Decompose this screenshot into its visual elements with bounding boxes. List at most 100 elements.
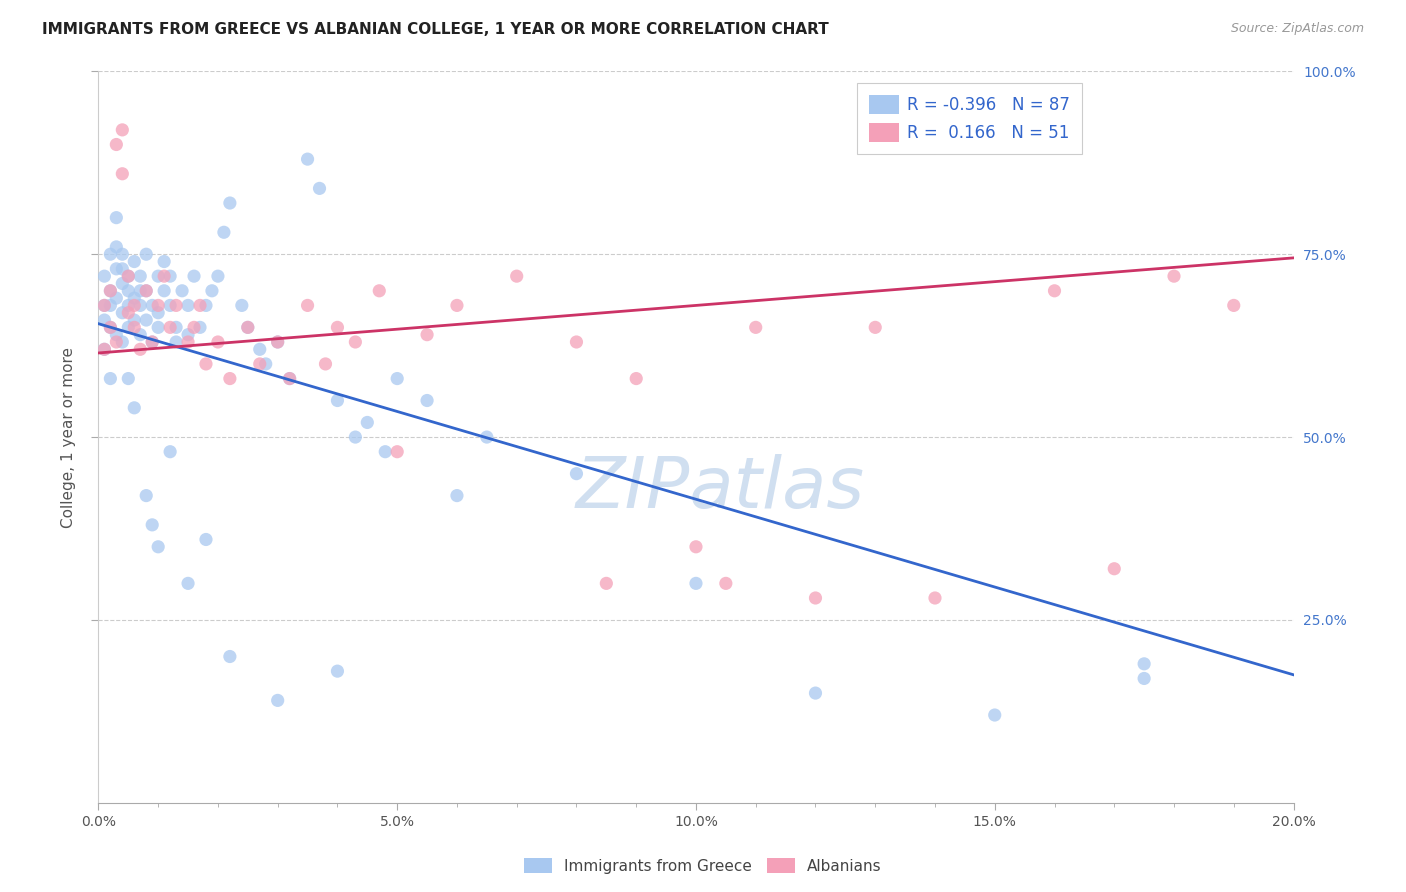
Point xyxy=(159,269,181,284)
Point xyxy=(159,298,181,312)
Point xyxy=(135,313,157,327)
Point xyxy=(135,284,157,298)
Point xyxy=(249,357,271,371)
Point xyxy=(124,298,146,312)
Point xyxy=(111,277,134,291)
Point xyxy=(141,517,163,532)
Point xyxy=(111,334,134,349)
Point xyxy=(565,334,588,349)
Point xyxy=(385,371,409,385)
Point xyxy=(219,371,242,385)
Point xyxy=(117,298,139,312)
Text: IMMIGRANTS FROM GREECE VS ALBANIAN COLLEGE, 1 YEAR OR MORE CORRELATION CHART: IMMIGRANTS FROM GREECE VS ALBANIAN COLLE… xyxy=(42,22,830,37)
Point xyxy=(308,181,330,195)
Point xyxy=(93,343,115,357)
Point xyxy=(153,254,176,268)
Point xyxy=(446,489,468,503)
Point xyxy=(124,401,146,415)
Point xyxy=(111,306,134,320)
Point xyxy=(368,284,391,298)
Point xyxy=(165,320,187,334)
Point xyxy=(326,393,349,408)
Point xyxy=(207,334,229,349)
Point xyxy=(98,320,122,334)
Point xyxy=(177,327,200,342)
Point xyxy=(98,284,122,298)
Point xyxy=(1043,284,1066,298)
Point xyxy=(141,334,163,349)
Point xyxy=(105,240,128,254)
Point xyxy=(195,533,218,547)
Point xyxy=(249,343,271,357)
Point xyxy=(1133,657,1156,671)
Text: Source: ZipAtlas.com: Source: ZipAtlas.com xyxy=(1230,22,1364,36)
Point xyxy=(1104,562,1126,576)
Point xyxy=(177,298,200,312)
Point xyxy=(207,269,229,284)
Point xyxy=(188,320,211,334)
Legend: R = -0.396   N = 87, R =  0.166   N = 51: R = -0.396 N = 87, R = 0.166 N = 51 xyxy=(858,83,1083,153)
Point xyxy=(177,334,200,349)
Point xyxy=(172,284,194,298)
Point xyxy=(326,664,349,678)
Point xyxy=(111,167,134,181)
Point xyxy=(124,291,146,305)
Point xyxy=(153,284,176,298)
Point xyxy=(714,576,737,591)
Point xyxy=(105,334,128,349)
Point xyxy=(506,269,529,284)
Point xyxy=(195,298,218,312)
Point xyxy=(129,269,152,284)
Point xyxy=(93,313,115,327)
Point xyxy=(105,261,128,276)
Point xyxy=(148,320,170,334)
Point xyxy=(984,708,1007,723)
Point xyxy=(124,313,146,327)
Point xyxy=(135,284,157,298)
Point xyxy=(326,320,349,334)
Point xyxy=(141,298,163,312)
Point xyxy=(315,357,337,371)
Point xyxy=(105,137,128,152)
Point xyxy=(98,284,122,298)
Point xyxy=(129,284,152,298)
Point xyxy=(195,357,218,371)
Y-axis label: College, 1 year or more: College, 1 year or more xyxy=(60,347,76,527)
Text: ZIPatlas: ZIPatlas xyxy=(575,454,865,523)
Point xyxy=(685,576,707,591)
Point xyxy=(105,211,128,225)
Point xyxy=(98,298,122,312)
Point xyxy=(148,540,170,554)
Point xyxy=(267,334,290,349)
Point xyxy=(685,540,707,554)
Point xyxy=(236,320,259,334)
Point xyxy=(93,343,115,357)
Point xyxy=(267,693,290,707)
Point xyxy=(177,576,200,591)
Point xyxy=(135,489,157,503)
Point xyxy=(446,298,468,312)
Point xyxy=(231,298,253,312)
Point xyxy=(416,327,439,342)
Point xyxy=(745,320,768,334)
Point xyxy=(98,320,122,334)
Point xyxy=(219,649,242,664)
Point xyxy=(165,334,187,349)
Point xyxy=(1223,298,1246,312)
Point xyxy=(93,298,115,312)
Point xyxy=(254,357,277,371)
Point xyxy=(188,298,211,312)
Point xyxy=(148,298,170,312)
Point xyxy=(344,430,367,444)
Point xyxy=(924,591,946,605)
Point xyxy=(212,225,235,239)
Point xyxy=(165,298,187,312)
Point xyxy=(148,306,170,320)
Point xyxy=(111,247,134,261)
Point xyxy=(385,444,409,458)
Point xyxy=(159,320,181,334)
Point xyxy=(344,334,367,349)
Point xyxy=(219,196,242,211)
Point xyxy=(98,247,122,261)
Point xyxy=(297,298,319,312)
